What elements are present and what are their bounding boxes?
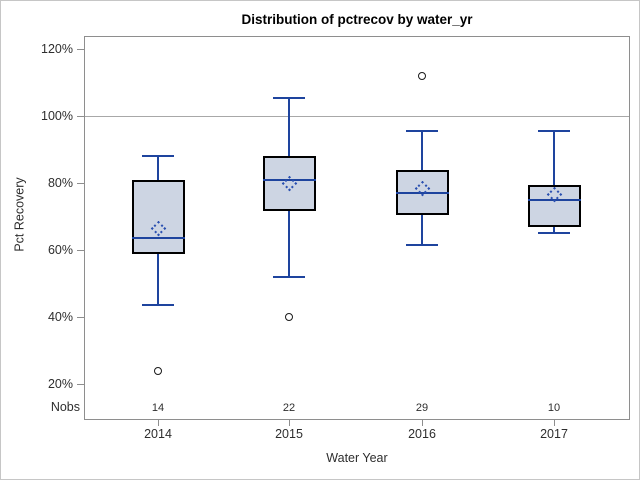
chart-title: Distribution of pctrecov by water_yr [241, 12, 473, 27]
plot-area [84, 36, 630, 420]
y-tick-label: 100% [41, 109, 73, 123]
y-tick-mark [77, 183, 84, 184]
y-tick-label: 20% [47, 377, 73, 391]
y-tick-label: 120% [41, 42, 73, 56]
y-tick-label: 60% [47, 243, 73, 257]
y-tick-mark [77, 384, 84, 385]
y-tick-mark [77, 116, 84, 117]
y-tick-label: 40% [47, 310, 73, 324]
y-axis-title: Pct Recovery [12, 177, 27, 252]
x-tick-label-2015: 2015 [275, 427, 303, 441]
x-tick-label-2017: 2017 [540, 427, 568, 441]
x-tick-mark-2016 [422, 420, 423, 426]
x-tick-label-2014: 2014 [144, 427, 172, 441]
y-tick-mark [77, 317, 84, 318]
nobs-row-header: Nobs [50, 400, 80, 414]
y-tick-label: 80% [47, 176, 73, 190]
x-tick-mark-2017 [554, 420, 555, 426]
y-tick-mark [77, 49, 84, 50]
x-tick-mark-2015 [289, 420, 290, 426]
y-tick-mark [77, 250, 84, 251]
x-tick-mark-2014 [158, 420, 159, 426]
x-axis-title: Water Year [326, 451, 388, 465]
x-tick-label-2016: 2016 [408, 427, 436, 441]
